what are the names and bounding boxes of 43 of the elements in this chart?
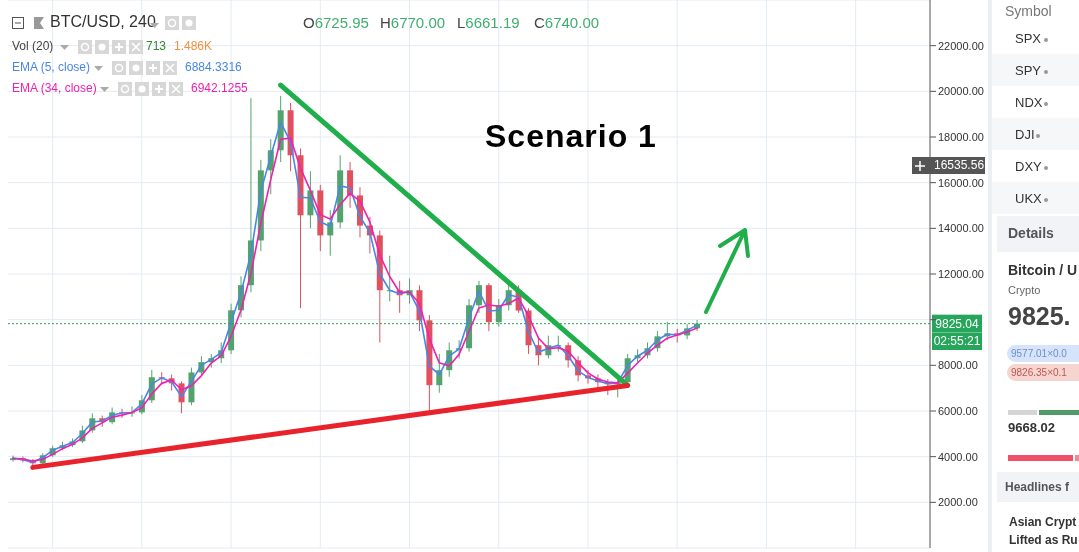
text: DXY — [1015, 159, 1042, 174]
annotation: Scenario 1 — [485, 118, 657, 155]
text: SPY — [1015, 63, 1042, 78]
y-tick-label: 20000.00 — [938, 85, 984, 98]
text: Crypto — [1008, 284, 1041, 296]
y-tick-label: 4000.00 — [938, 450, 978, 463]
text: UKX — [1015, 191, 1042, 206]
text: DJI — [1015, 127, 1035, 142]
y-tick-label: 2000.00 — [938, 496, 978, 509]
text: Asian Crypt — [1009, 515, 1077, 529]
y-tick-label: 14000.00 — [938, 222, 984, 235]
text: 9825. — [1008, 302, 1071, 331]
y-tick-label: 18000.00 — [938, 130, 984, 143]
text: 9826.35×0.1 — [1007, 364, 1079, 381]
text: EMA (5, close) — [12, 60, 91, 74]
y-tick-label: 16000.00 — [938, 176, 984, 189]
text: Symbol — [1005, 3, 1052, 19]
text: Headlines f — [1005, 480, 1070, 494]
text: 02:55:21 — [932, 333, 982, 350]
annotation: 713 — [146, 39, 167, 53]
annotation: O6725.95 — [303, 14, 369, 31]
text: Bitcoin / U — [1008, 262, 1078, 278]
y-tick-label: 8000.00 — [938, 359, 978, 372]
annotation: L6661.19 — [457, 14, 520, 31]
y-tick-label: 22000.00 — [938, 39, 984, 52]
annotation: H6770.00 — [380, 14, 446, 31]
annotation: 6942.1255 — [191, 81, 248, 95]
text: SPX — [1015, 31, 1042, 46]
annotation: 6884.3316 — [185, 60, 242, 74]
annotation: C6740.00 — [534, 14, 600, 31]
y-tick-label: 12000.00 — [938, 267, 984, 280]
text: NDX — [1015, 95, 1043, 110]
text: Lifted as Ru — [1009, 533, 1078, 547]
text: 16535.56 — [934, 157, 985, 174]
y-tick-label: 6000.00 — [938, 404, 978, 417]
text: BTC/USD, 240 — [50, 13, 156, 31]
text: Details — [1008, 225, 1054, 241]
ref-line-label: 9825.04 — [935, 316, 980, 331]
annotation: 1.486K — [174, 39, 213, 53]
annotation: Vol (20) — [12, 39, 54, 53]
text: 9577.01×0.0 — [1007, 345, 1079, 362]
text: EMA (34, close) — [12, 81, 97, 95]
text: 9668.02 — [1008, 420, 1055, 435]
